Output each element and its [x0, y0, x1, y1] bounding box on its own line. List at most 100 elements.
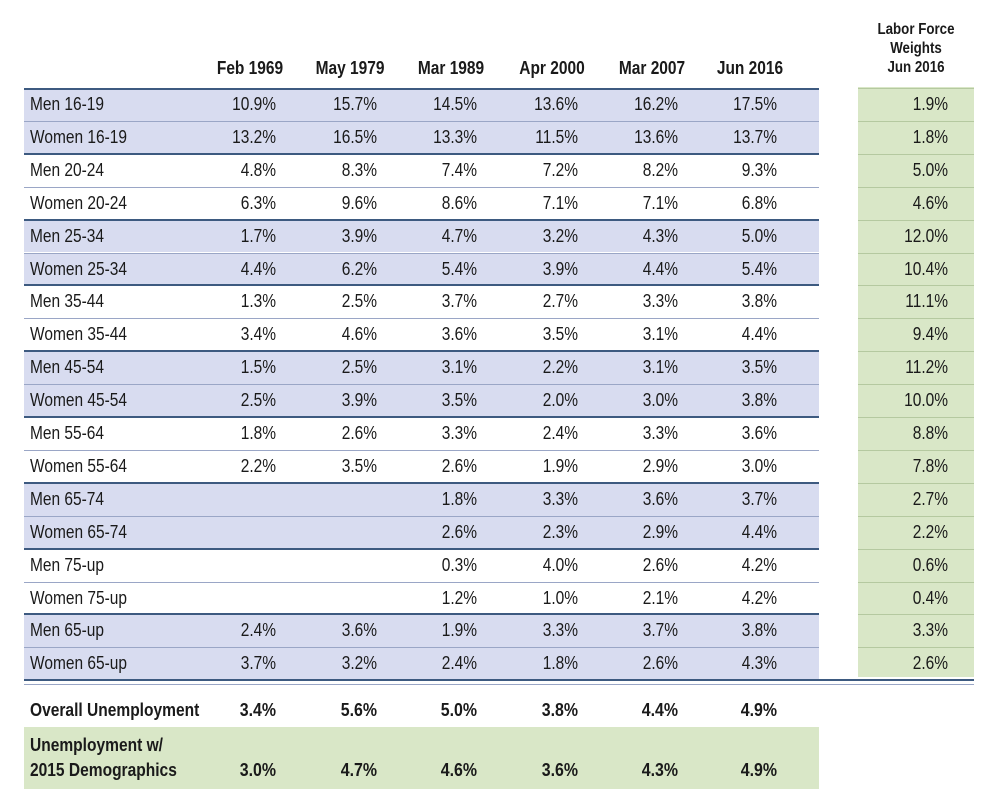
- table-cell: 3.1%: [642, 324, 678, 345]
- summary-cell: 4.3%: [641, 759, 678, 780]
- row-separator: [24, 613, 819, 616]
- column-header: Apr 2000: [519, 58, 585, 78]
- table-cell: 9.6%: [341, 192, 377, 213]
- table-cell: 6.8%: [741, 192, 777, 213]
- weight-separator: [858, 647, 974, 649]
- table-cell: 14.5%: [433, 94, 477, 114]
- row-label: Women 35-44: [30, 324, 127, 345]
- table-cell: 4.8%: [240, 159, 276, 180]
- table-cell: 3.7%: [741, 488, 777, 509]
- summary-cell: 4.6%: [440, 759, 477, 780]
- table-cell: 3.3%: [642, 291, 678, 312]
- weight-cell: 9.4%: [912, 324, 948, 345]
- weight-separator: [858, 120, 974, 122]
- table-cell: 1.5%: [240, 357, 276, 378]
- weight-separator: [858, 219, 974, 221]
- table-cell: 4.6%: [341, 324, 377, 345]
- row-label: Women 45-54: [30, 390, 127, 411]
- row-label: Men 25-34: [30, 225, 105, 246]
- row-label: Men 20-24: [30, 159, 105, 180]
- row-band: [24, 88, 819, 121]
- row-label: Women 65-74: [30, 521, 127, 542]
- table-cell: 3.7%: [240, 653, 276, 674]
- weight-separator: [858, 318, 974, 320]
- weight-separator: [858, 285, 974, 287]
- table-cell: 2.2%: [240, 455, 276, 476]
- table-cell: 2.5%: [240, 390, 276, 411]
- row-label: Women 55-64: [30, 455, 127, 476]
- table-cell: 1.7%: [240, 225, 276, 246]
- table-cell: 13.6%: [634, 126, 678, 147]
- summary-cell: 3.6%: [541, 759, 578, 780]
- table-cell: 4.7%: [441, 225, 477, 246]
- weight-cell: 10.0%: [904, 390, 948, 411]
- table-cell: 17.5%: [733, 94, 777, 114]
- summary-cell: 5.0%: [440, 699, 477, 720]
- weights-header-line: Weights: [890, 40, 942, 57]
- table-cell: 1.3%: [240, 291, 276, 312]
- table-cell: [317, 483, 377, 516]
- row-label: Men 65-74: [30, 488, 105, 509]
- table-cell: 4.4%: [642, 258, 678, 279]
- table-cell: 2.7%: [542, 291, 578, 312]
- row-separator: [24, 88, 819, 90]
- table-cell: 4.3%: [741, 653, 777, 674]
- table-cell: 3.3%: [542, 620, 578, 641]
- table-cell: 5.0%: [741, 225, 777, 246]
- weights-header-line: Jun 2016: [887, 59, 945, 76]
- table-cell: 5.4%: [741, 258, 777, 279]
- weight-separator: [858, 581, 974, 583]
- weight-cell: 3.3%: [912, 620, 948, 641]
- summary-label: Unemployment w/: [30, 734, 163, 755]
- weight-cell: 8.8%: [912, 423, 948, 443]
- row-band: [24, 351, 819, 385]
- table-cell: 4.0%: [542, 554, 578, 575]
- row-label: Men 55-64: [30, 423, 105, 443]
- table-cell: 3.3%: [642, 423, 678, 443]
- table-cell: 2.5%: [341, 291, 377, 312]
- row-label: Women 65-up: [30, 653, 127, 674]
- summary-cell: 4.9%: [740, 699, 777, 720]
- column-header: Jun 2016: [716, 58, 784, 78]
- row-separator: [24, 647, 819, 649]
- table-cell: 4.2%: [741, 554, 777, 575]
- table-cell: 3.6%: [341, 620, 377, 641]
- table-cell: 1.8%: [441, 488, 477, 509]
- table-cell: 9.3%: [741, 159, 777, 180]
- row-separator: [24, 547, 819, 550]
- table-bottom-rule: [24, 679, 974, 681]
- table-cell: 2.6%: [341, 423, 377, 443]
- table-cell: 2.5%: [341, 357, 377, 378]
- table-cell: 2.0%: [542, 390, 578, 411]
- row-separator: [24, 318, 819, 320]
- weight-separator: [858, 482, 974, 484]
- table-cell: 7.1%: [542, 192, 578, 213]
- row-label: Men 35-44: [30, 291, 105, 312]
- table-cell: 13.3%: [433, 126, 477, 147]
- weight-separator: [858, 417, 974, 418]
- table-cell: 16.5%: [333, 126, 377, 147]
- table-cell: 2.6%: [642, 653, 678, 674]
- table-cell: 8.3%: [341, 159, 377, 180]
- row-band: [24, 515, 819, 549]
- table-cell: 2.4%: [240, 620, 276, 641]
- table-cell: 3.0%: [741, 455, 777, 476]
- table-cell: 3.1%: [441, 357, 477, 378]
- row-separator: [24, 218, 819, 221]
- row-band: [24, 647, 819, 681]
- row-separator: [24, 416, 819, 418]
- weight-cell: 5.0%: [912, 159, 948, 180]
- table-cell: 2.4%: [542, 423, 578, 443]
- row-band: [24, 482, 819, 516]
- table-cell: 7.1%: [642, 192, 678, 213]
- summary-cell: 3.4%: [239, 699, 276, 720]
- table-cell: 2.6%: [441, 455, 477, 476]
- table-cell: [216, 516, 276, 549]
- row-separator: [24, 186, 819, 188]
- row-label: Men 65-up: [30, 620, 105, 641]
- weight-separator: [858, 384, 974, 386]
- weight-separator: [858, 614, 974, 616]
- table-cell: 4.3%: [642, 225, 678, 246]
- table-cell: 4.2%: [741, 587, 777, 608]
- summary-cell: 3.8%: [541, 699, 578, 720]
